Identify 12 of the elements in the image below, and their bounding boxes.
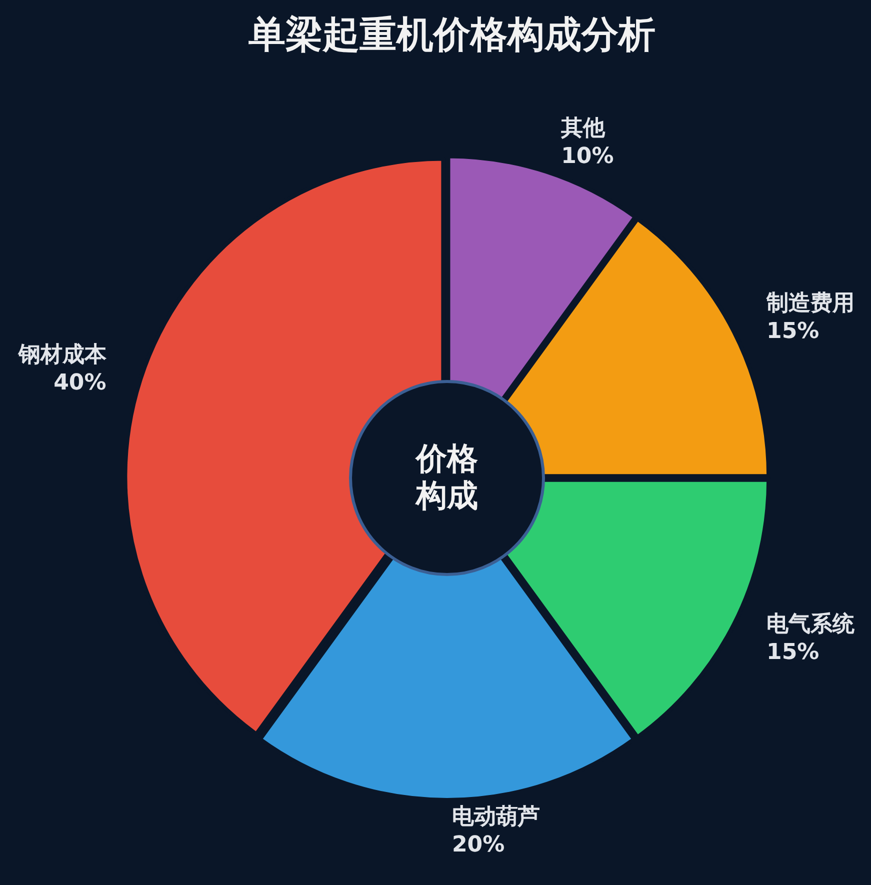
data-label: 15% xyxy=(766,319,820,344)
data-label: 40% xyxy=(54,370,106,396)
text: 价格构成 xyxy=(414,441,479,515)
slice-label: 制造费用 xyxy=(766,291,855,316)
slice-label: 电动葫芦 xyxy=(452,804,540,830)
slice-label: 钢材成本 xyxy=(17,342,108,368)
data-label: 10% xyxy=(561,144,614,169)
data-label: 15% xyxy=(766,640,820,665)
data-label: 20% xyxy=(452,832,505,858)
slice-label: 其他 xyxy=(560,116,606,141)
slice-label: 电气系统 xyxy=(766,610,856,637)
chart-title: 单梁起重机价格构成分析 xyxy=(248,13,656,56)
